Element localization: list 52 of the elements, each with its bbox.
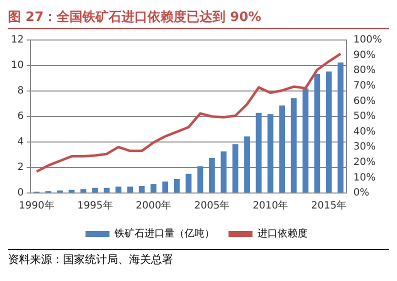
- bar: [104, 188, 110, 192]
- y2-tick-label: 100%: [353, 34, 382, 46]
- x-tick-label: 1995年: [77, 200, 113, 212]
- y2-tick-label: 40%: [353, 126, 376, 138]
- bar: [338, 62, 344, 192]
- bar: [68, 190, 75, 192]
- bar: [232, 144, 238, 192]
- bar: [138, 186, 145, 192]
- y-tick-label: 4: [17, 136, 24, 148]
- legend-label: 铁矿石进口量（亿吨）: [114, 228, 214, 240]
- y-tick-label: 6: [17, 111, 24, 122]
- y2-tick-label: 90%: [353, 50, 376, 61]
- bar: [220, 151, 227, 192]
- bar: [197, 166, 204, 192]
- bar: [314, 74, 320, 192]
- y2-tick-label: 70%: [353, 80, 376, 92]
- y-tick-label: 0: [17, 188, 24, 199]
- y2-tick-label: 20%: [353, 156, 376, 168]
- chart-title: 图 27：全国铁矿石进口依赖度已达到 90%: [8, 8, 389, 29]
- x-tick-label: 2000年: [136, 200, 172, 212]
- bar: [290, 98, 297, 192]
- y2-tick-label: 30%: [353, 142, 376, 153]
- y2-tick-label: 50%: [353, 111, 376, 122]
- y-tick-label: 10: [10, 60, 24, 72]
- bar: [302, 88, 308, 192]
- bar: [162, 182, 168, 192]
- y2-tick-label: 10%: [353, 172, 376, 184]
- text: 资料来源：国家统计局、海关总署: [8, 252, 389, 267]
- bar: [80, 189, 86, 192]
- x-tick-label: 2010年: [252, 200, 288, 212]
- y-tick-label: 2: [17, 162, 24, 174]
- bar: [244, 136, 250, 192]
- y2-tick-label: 80%: [353, 65, 376, 76]
- x-tick-label: 1990年: [18, 200, 54, 212]
- bar: [186, 174, 192, 192]
- y-tick-label: 8: [17, 86, 24, 97]
- bar: [267, 114, 274, 192]
- bar: [92, 188, 98, 192]
- bar: [279, 106, 286, 192]
- bar: [256, 112, 262, 192]
- bar: [209, 158, 215, 192]
- bar: [174, 178, 180, 192]
- y2-tick-label: 60%: [353, 96, 376, 107]
- legend-label: 进口依赖度: [258, 228, 308, 240]
- y-tick-label: 12: [10, 34, 24, 46]
- bar: [115, 186, 122, 192]
- y2-tick-label: 0%: [353, 188, 370, 199]
- x-tick-label: 2015年: [311, 200, 347, 212]
- bar: [150, 184, 156, 192]
- x-tick-label: 2005年: [194, 200, 230, 212]
- bar: [326, 71, 332, 192]
- bar: [127, 186, 134, 192]
